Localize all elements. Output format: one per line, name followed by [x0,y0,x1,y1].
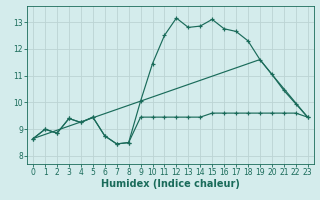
X-axis label: Humidex (Indice chaleur): Humidex (Indice chaleur) [101,179,240,189]
